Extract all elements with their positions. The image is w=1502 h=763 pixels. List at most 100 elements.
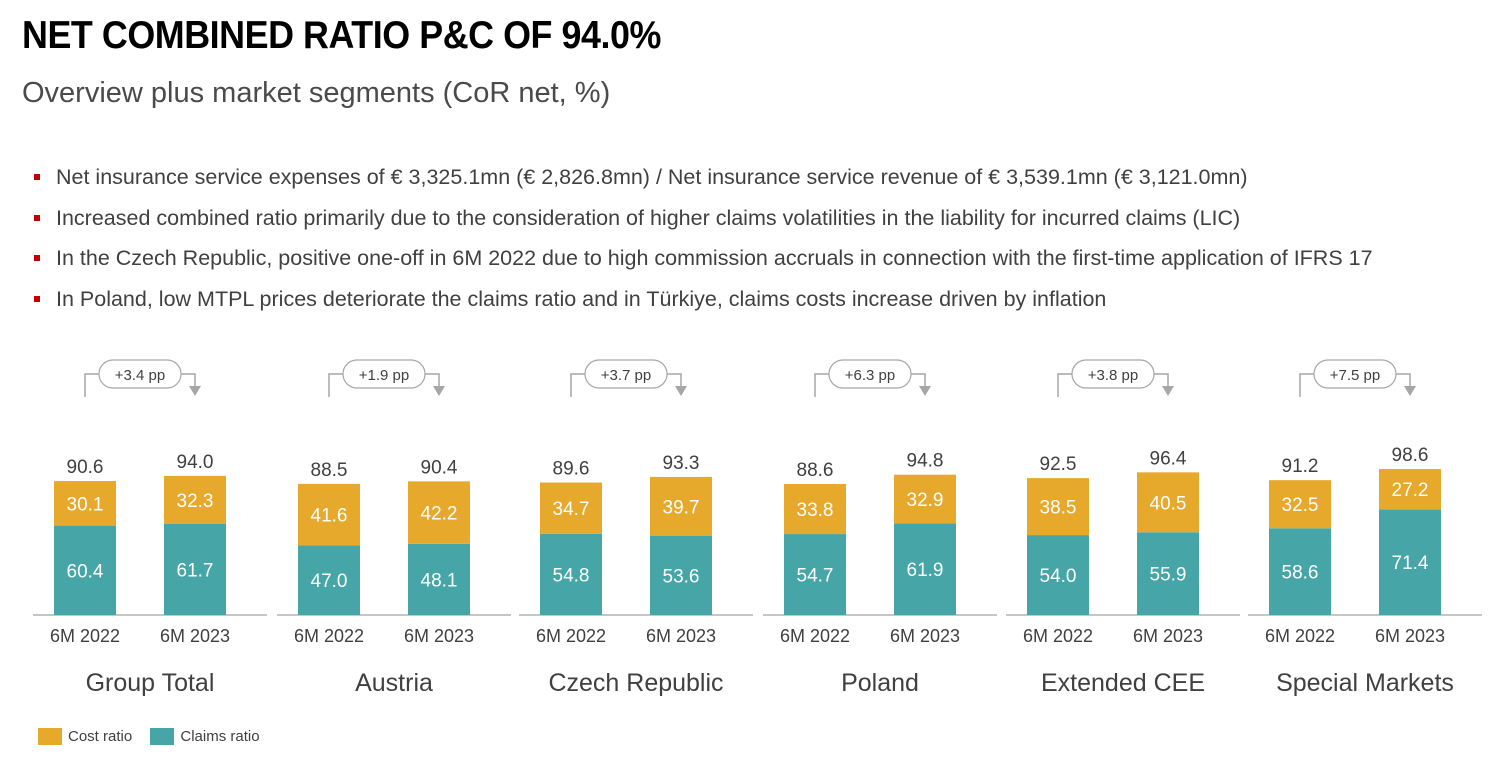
bullet-marker	[34, 255, 40, 261]
total-value-label: 88.6	[797, 460, 834, 481]
bullet-text: In Poland, low MTPL prices deteriorate t…	[56, 286, 1107, 311]
cost-bar	[540, 482, 602, 534]
claims-value-label: 61.9	[907, 560, 944, 581]
change-arrow-icon	[675, 386, 687, 396]
total-value-label: 93.3	[663, 453, 700, 474]
bullet-item: In the Czech Republic, positive one-off …	[30, 241, 1373, 282]
period-tick-label: 6M 2023	[404, 626, 474, 646]
cost-bar	[1137, 472, 1199, 533]
bullet-marker	[34, 174, 40, 180]
cost-bar	[298, 483, 360, 546]
total-value-label: 98.6	[1392, 445, 1429, 466]
claims-bar	[650, 535, 712, 615]
claims-bar	[54, 525, 116, 615]
claims-bar	[1027, 535, 1089, 615]
bullet-text: Increased combined ratio primarily due t…	[56, 205, 1241, 230]
legend-label-claims: Claims ratio	[180, 728, 260, 745]
claims-bar	[1379, 509, 1441, 615]
total-value-label: 92.5	[1040, 454, 1077, 475]
cost-value-label: 39.7	[663, 497, 700, 518]
change-pill	[342, 359, 426, 389]
claims-value-label: 54.8	[553, 565, 590, 586]
page-subtitle: Overview plus market segments (CoR net, …	[22, 77, 611, 109]
segment-name-label: Poland	[841, 669, 919, 697]
chart-legend: Cost ratio Claims ratio	[38, 728, 274, 749]
period-tick-label: 6M 2023	[646, 626, 716, 646]
claims-bar	[164, 523, 226, 615]
cost-value-label: 41.6	[311, 506, 348, 527]
segment-name-label: Austria	[355, 669, 433, 697]
cost-bar	[408, 481, 470, 544]
claims-value-label: 48.1	[421, 570, 458, 591]
cost-value-label: 32.5	[1282, 495, 1319, 516]
cost-value-label: 30.1	[67, 494, 104, 515]
change-label: +7.5 pp	[1330, 367, 1380, 384]
segment-name-label: Group Total	[86, 669, 215, 697]
period-tick-label: 6M 2022	[780, 626, 850, 646]
change-arrow-icon	[433, 386, 445, 396]
period-tick-label: 6M 2022	[536, 626, 606, 646]
legend-swatch-cost	[38, 728, 62, 745]
bullet-item: Increased combined ratio primarily due t…	[30, 201, 1373, 242]
period-tick-label: 6M 2022	[1023, 626, 1093, 646]
cost-bar	[164, 475, 226, 524]
claims-value-label: 47.0	[311, 571, 348, 592]
period-tick-label: 6M 2022	[1265, 626, 1335, 646]
cost-value-label: 40.5	[1150, 493, 1187, 514]
claims-value-label: 55.9	[1150, 565, 1187, 586]
total-value-label: 90.4	[421, 457, 458, 478]
bullet-item: In Poland, low MTPL prices deteriorate t…	[30, 282, 1373, 323]
combined-ratio-chart: 60.4 30.1 90.6 6M 2022 61.7 32.3 94.0 6M 2023 Gr…	[33, 359, 1482, 697]
claims-bar	[298, 545, 360, 615]
total-value-label: 90.6	[67, 457, 104, 478]
change-pill	[828, 359, 912, 389]
period-tick-label: 6M 2023	[160, 626, 230, 646]
legend-swatch-claims	[150, 728, 175, 745]
cost-bar	[784, 484, 846, 535]
total-value-label: 89.6	[553, 459, 590, 480]
total-value-label: 96.4	[1150, 448, 1187, 469]
period-tick-label: 6M 2022	[50, 626, 120, 646]
cost-bar	[1027, 478, 1089, 536]
cost-value-label: 33.8	[797, 500, 834, 521]
change-arrow-icon	[919, 386, 931, 396]
change-arrow-icon	[189, 386, 201, 396]
bullet-marker	[34, 214, 40, 221]
claims-value-label: 71.4	[1392, 553, 1429, 574]
period-tick-label: 6M 2023	[1133, 626, 1203, 646]
cost-value-label: 42.2	[421, 504, 458, 525]
claims-bar	[1269, 528, 1331, 615]
change-label: +6.3 pp	[845, 367, 895, 384]
change-pill	[584, 359, 668, 389]
claims-value-label: 60.4	[67, 561, 104, 582]
cost-bar	[650, 476, 712, 536]
change-pill	[1071, 359, 1155, 389]
segment-name-label: Special Markets	[1276, 669, 1454, 697]
total-value-label: 94.8	[907, 451, 944, 472]
cost-value-label: 27.2	[1392, 480, 1429, 501]
change-label: +3.8 pp	[1088, 367, 1138, 384]
cost-value-label: 32.9	[907, 490, 944, 511]
cost-bar	[1379, 469, 1441, 510]
claims-value-label: 54.0	[1040, 566, 1077, 587]
bullet-list: Net insurance service expenses of € 3,32…	[30, 160, 1373, 322]
cost-bar	[1269, 480, 1331, 529]
change-arrow-icon	[1404, 386, 1416, 396]
change-label: +1.9 pp	[359, 367, 409, 384]
cost-bar	[894, 474, 956, 524]
bullet-text: In the Czech Republic, positive one-off …	[56, 246, 1373, 270]
legend-item-cost: Cost ratio	[38, 728, 132, 745]
claims-bar	[408, 543, 470, 615]
cost-bar	[54, 481, 116, 526]
total-value-label: 94.0	[177, 452, 214, 473]
cost-value-label: 32.3	[177, 491, 214, 512]
total-value-label: 91.2	[1282, 456, 1319, 477]
claims-bar	[540, 533, 602, 615]
total-value-label: 88.5	[311, 460, 348, 481]
claims-value-label: 61.7	[177, 560, 214, 581]
bullet-text: Net insurance service expenses of € 3,32…	[56, 165, 1248, 189]
bullet-marker	[34, 295, 40, 302]
claims-bar	[1137, 532, 1199, 615]
period-tick-label: 6M 2023	[890, 626, 960, 646]
page-title: NET COMBINED RATIO P&C OF 94.0%	[22, 14, 661, 57]
